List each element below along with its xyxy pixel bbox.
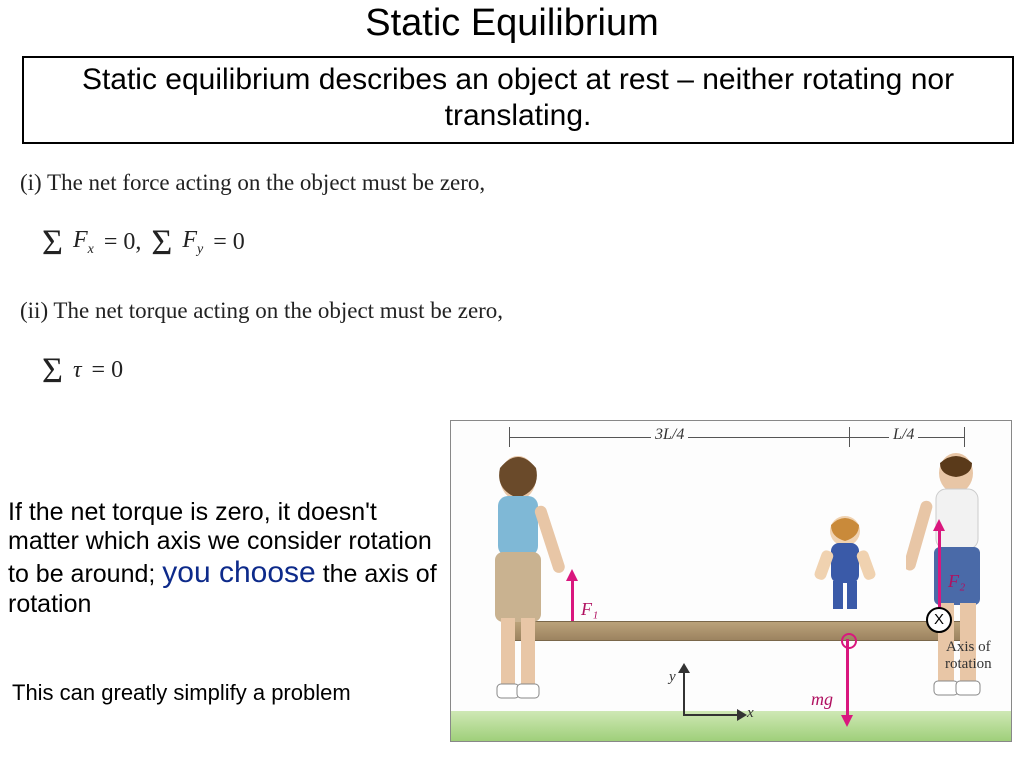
f1-label: F₁ (581, 599, 598, 620)
eq-part: Fy (182, 227, 203, 258)
mg-arrow (846, 639, 849, 717)
dim-label-right: L/4 (889, 426, 918, 444)
eq-part: = 0 (213, 229, 245, 256)
sigma-icon: Σ (42, 352, 63, 388)
para-emphasis: you choose (162, 556, 315, 589)
dim-tick (964, 427, 965, 447)
eq-part: Fx (73, 227, 94, 258)
eq-part: τ (73, 357, 82, 384)
eq-part: = 0 (92, 357, 124, 384)
axis-label: Axis ofrotation (945, 639, 992, 672)
x-arrowhead (737, 709, 747, 721)
axis-xmark: X (926, 607, 952, 633)
f1-arrow (571, 579, 574, 621)
slide: Static Equilibrium Static equilibrium de… (0, 0, 1024, 768)
note-text: This can greatly simplify a problem (12, 680, 351, 706)
dim-label-left: 3L/4 (651, 426, 688, 444)
x-label: x (747, 705, 754, 722)
woman-figure (463, 450, 573, 715)
paragraph: If the net torque is zero, it doesn't ma… (8, 498, 438, 619)
sigma-icon: Σ (42, 224, 63, 260)
y-label: y (669, 669, 676, 686)
equation-force: Σ Fx = 0, Σ Fy = 0 (42, 224, 245, 260)
f2-label: F₂ (948, 571, 965, 592)
mg-label: mg (811, 689, 833, 710)
child-figure (805, 511, 885, 641)
eq-part: = 0, (104, 229, 142, 256)
x-axis (683, 714, 739, 716)
definition-box: Static equilibrium describes an object a… (22, 56, 1014, 144)
y-arrowhead (678, 663, 690, 673)
diagram: 3L/4 L/4 (450, 420, 1012, 742)
y-axis (683, 669, 685, 715)
mg-origin-dot (841, 633, 857, 649)
slide-title: Static Equilibrium (0, 2, 1024, 45)
condition-2: (ii) The net torque acting on the object… (20, 298, 503, 324)
sigma-icon: Σ (151, 224, 172, 260)
condition-1: (i) The net force acting on the object m… (20, 170, 485, 196)
board (506, 621, 968, 641)
equation-torque: Σ τ = 0 (42, 352, 123, 388)
